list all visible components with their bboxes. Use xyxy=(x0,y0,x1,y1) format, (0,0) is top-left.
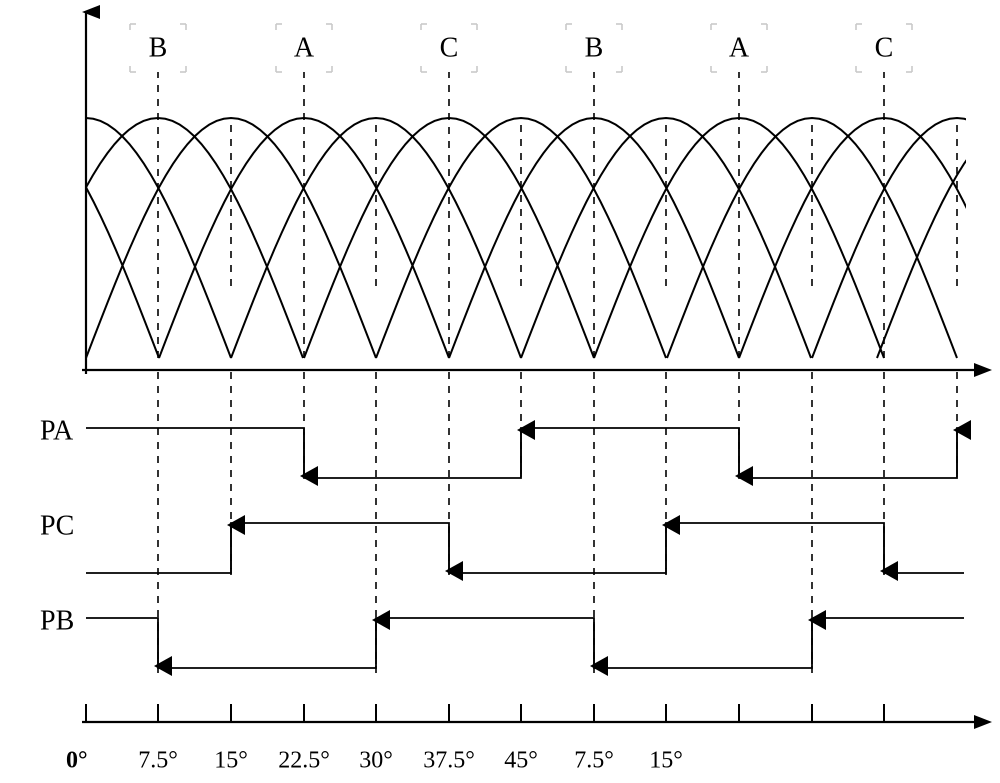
figure-svg: B A C B A C PA PC PB 0° 7.5° 15° 22.5° 30° 37.5° 45° 7.5… xyxy=(0,0,1000,783)
phase-box-label: C xyxy=(875,32,894,63)
phase-box-label: B xyxy=(585,32,604,63)
figure-root: B A C B A C PA PC PB 0° 7.5° 15° 22.5° 30° 37.5° 45° 7.5… xyxy=(0,0,1000,783)
x-tick-label: 7.5° xyxy=(574,748,614,774)
phase-box-label: B xyxy=(149,32,168,63)
phase-box-label: A xyxy=(729,32,750,63)
pulse-label: PC xyxy=(40,510,74,541)
x-tick-label: 15° xyxy=(214,748,248,774)
phase-box-label: A xyxy=(294,32,315,63)
x-tick-label: 37.5° xyxy=(423,748,475,774)
pulse-pc xyxy=(86,523,964,573)
pulse-label: PB xyxy=(40,605,74,636)
pulse-label: PA xyxy=(40,415,74,446)
x-tick-label: 7.5° xyxy=(138,748,178,774)
pulse-pb xyxy=(86,618,964,668)
x-tick-label: 45° xyxy=(504,748,538,774)
sine-curves xyxy=(0,118,1000,358)
pulse-pa xyxy=(86,428,964,478)
x-tick-label: 15° xyxy=(649,748,683,774)
phase-box-label: C xyxy=(440,32,459,63)
x-tick-label: 22.5° xyxy=(278,748,330,774)
x-tick-label: 0° xyxy=(66,748,88,774)
x-tick-label: 30° xyxy=(359,748,393,774)
